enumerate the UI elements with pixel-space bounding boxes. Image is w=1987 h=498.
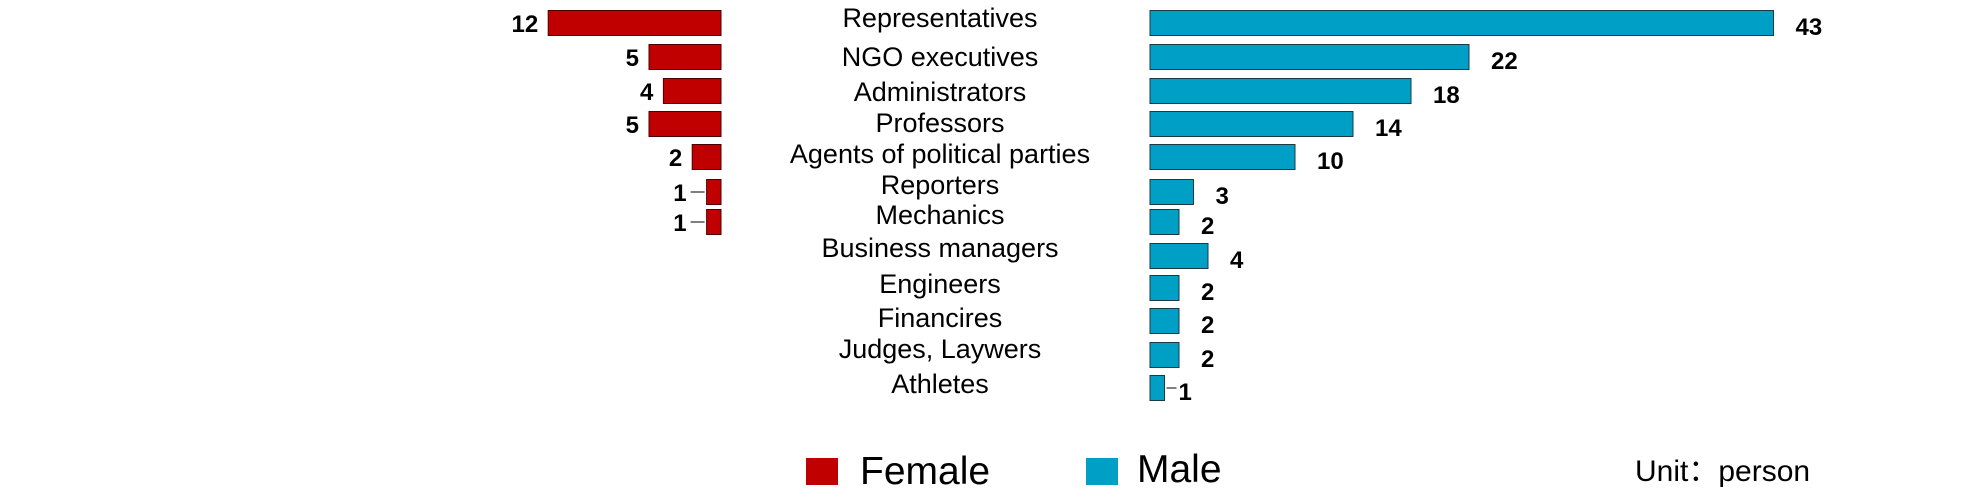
category-label-engineers: Engineers [879, 269, 1001, 299]
male-value-business-managers: 4 [1230, 247, 1244, 274]
male-bar-reporters [1149, 179, 1194, 205]
female-value-representatives: 12 [511, 11, 538, 38]
male-bar-mechanics [1149, 209, 1180, 235]
male-bar-professors [1149, 111, 1354, 137]
category-label-mechanics: Mechanics [875, 200, 1004, 230]
female-bar-mechanics [706, 209, 722, 235]
legend-label-female: Female [860, 450, 990, 493]
category-labels: Representatives NGO executives Administrat… [790, 3, 1090, 399]
category-label-representatives: Representatives [842, 3, 1037, 33]
female-bar-agents-of-political-parties [691, 144, 722, 170]
category-label-reporters: Reporters [881, 170, 1000, 200]
category-label-business-managers: Business managers [821, 233, 1058, 263]
female-bar-ngo-executives [648, 44, 722, 70]
male-value-ngo-executives: 22 [1491, 48, 1518, 75]
female-value-professors: 5 [626, 112, 639, 139]
male-value-financires: 2 [1201, 312, 1214, 339]
legend: Female Male [806, 448, 1222, 493]
female-bar-professors [648, 111, 722, 137]
female-bars [547, 10, 722, 235]
male-value-agents-of-political-parties: 10 [1317, 148, 1344, 175]
male-bar-representatives [1149, 10, 1774, 36]
legend-swatch-male [1086, 458, 1118, 485]
female-bar-reporters [706, 179, 722, 205]
male-value-representatives: 43 [1796, 14, 1823, 41]
legend-swatch-female [806, 458, 838, 485]
female-value-administrators: 4 [640, 79, 654, 106]
female-value-mechanics: 1 [673, 210, 686, 237]
male-bars [1149, 10, 1774, 401]
category-label-financires: Financires [878, 303, 1003, 333]
category-label-ngo-executives: NGO executives [842, 42, 1039, 72]
female-value-labels: 12 545 2 1 1 [511, 11, 705, 237]
category-label-judges-laywers: Judges, Laywers [839, 334, 1042, 364]
category-label-professors: Professors [875, 108, 1004, 138]
female-bar-administrators [662, 78, 722, 104]
male-bar-engineers [1149, 275, 1180, 301]
male-bar-ngo-executives [1149, 44, 1470, 70]
category-label-administrators: Administrators [854, 77, 1027, 107]
male-bar-administrators [1149, 78, 1412, 104]
female-value-ngo-executives: 5 [626, 45, 639, 72]
male-bar-agents-of-political-parties [1149, 144, 1296, 170]
male-value-engineers: 2 [1201, 279, 1214, 306]
category-label-agents-of-political-parties: Agents of political parties [790, 139, 1090, 169]
male-value-professors: 14 [1375, 115, 1402, 142]
male-value-judges-laywers: 2 [1201, 346, 1214, 373]
female-value-agents-of-political-parties: 2 [669, 145, 682, 172]
category-label-athletes: Athletes [891, 369, 989, 399]
male-value-mechanics: 2 [1201, 213, 1214, 240]
female-value-reporters: 1 [673, 180, 686, 207]
male-bar-business-managers [1149, 243, 1209, 269]
male-bar-financires [1149, 308, 1180, 334]
male-bar-judges-laywers [1149, 342, 1180, 368]
female-bar-representatives [547, 10, 722, 36]
unit-label: Unit：person [1635, 455, 1810, 488]
male-value-administrators: 18 [1433, 82, 1460, 109]
male-value-reporters: 3 [1216, 183, 1229, 210]
male-bar-athletes [1149, 375, 1165, 401]
male-value-athletes: 1 [1179, 379, 1192, 406]
legend-label-male: Male [1137, 448, 1222, 491]
